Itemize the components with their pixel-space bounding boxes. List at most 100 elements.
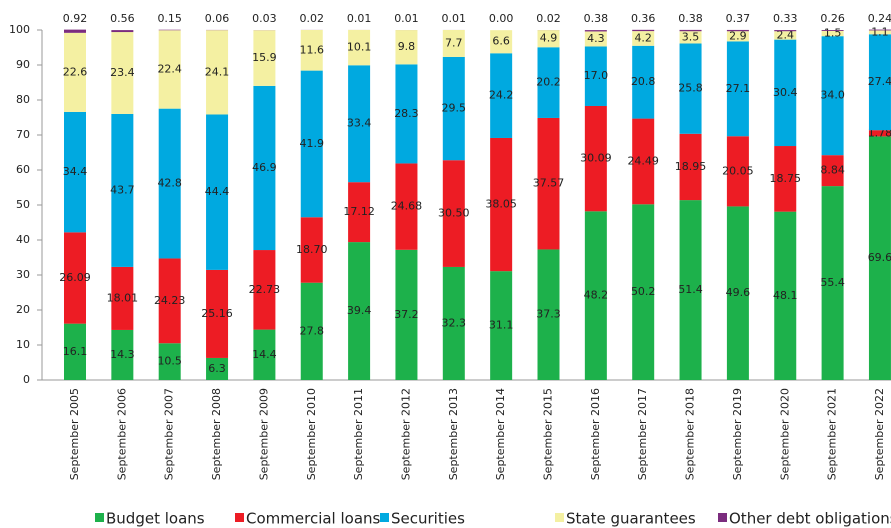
bar-segment [821,30,844,31]
bar-segment [584,211,607,380]
bar-segment [584,31,607,47]
data-label: 6.3 [208,362,226,375]
data-label: 24.1 [205,65,230,78]
bar-segment [868,136,891,380]
bar-segment [395,249,418,380]
data-label: 0.92 [63,12,88,25]
legend-swatch [95,513,104,522]
data-label: 7.7 [445,36,463,49]
y-tick-label: 10 [16,338,30,351]
bar-segment [64,32,86,112]
data-label: 37.3 [536,308,561,321]
data-label: 41.9 [300,137,325,150]
bar-segment [868,34,891,131]
data-label: 37.57 [533,177,565,190]
y-tick-label: 70 [16,128,30,141]
data-label: 20.05 [722,164,754,177]
legend-label: Commercial loans [246,510,381,528]
bar-segment [821,36,844,156]
data-label: 33.4 [347,117,372,130]
data-label: 18.70 [296,243,328,256]
data-label: 27.4 [868,75,891,88]
x-tick-label: September 2021 [826,388,839,480]
bar-segment [868,29,891,31]
data-label: 18.95 [675,160,707,173]
data-label: 24.23 [154,294,186,307]
data-label: 0.01 [442,12,467,25]
data-label: 14.4 [252,348,277,361]
bar-segment [726,136,749,207]
data-label: 1.1 [871,25,889,38]
data-label: 30.50 [438,207,470,220]
legend-label: Budget loans [106,510,205,528]
data-label: 18.01 [107,291,139,304]
x-tick-label: September 2019 [731,388,744,480]
data-label: 55.4 [820,276,845,289]
data-label: 16.1 [63,345,88,358]
x-tick-label: September 2008 [210,388,223,480]
bar-segment [300,30,323,71]
data-label: 0.01 [394,12,419,25]
data-label: 0.26 [820,12,845,25]
bar-segment [774,39,797,147]
data-label: 0.02 [300,12,325,25]
bar-segment [537,117,560,250]
y-tick-label: 60 [16,163,30,176]
data-label: 37.2 [394,308,419,321]
data-label: 10.1 [347,41,372,54]
bar-segment [111,266,134,330]
bar-segment [774,211,797,380]
legend-swatch [718,513,727,522]
y-tick-label: 80 [16,93,30,106]
bar-segment [253,85,276,251]
x-tick-label: September 2005 [68,388,81,480]
data-label: 15.9 [252,51,277,64]
data-label: 38.05 [485,198,517,211]
data-label: 27.1 [726,82,751,95]
bar-segment [442,266,465,380]
x-tick-label: September 2011 [352,388,365,480]
data-label: 0.03 [252,12,277,25]
x-tick-label: September 2012 [399,388,412,480]
data-label: 20.2 [536,76,561,89]
bar-segment [490,30,513,54]
legend-label: Securities [391,510,465,528]
bar-segment [774,30,797,32]
data-label: 29.5 [442,102,467,115]
bar-segment [348,29,371,66]
data-label: 39.4 [347,304,372,317]
bar-segment [111,30,134,33]
data-label: 0.02 [536,12,561,25]
bar-segment [679,31,702,44]
data-label: 17.0 [584,69,609,82]
data-label: 2.4 [777,28,795,41]
data-label: 49.6 [726,286,751,299]
data-label: 32.3 [442,316,467,329]
bar-segment [253,250,276,330]
bar-segment [348,65,371,183]
data-label: 0.37 [726,12,751,25]
y-tick-label: 40 [16,233,30,246]
legend-label: State guarantees [566,510,696,528]
bar-segment [726,29,749,32]
bar-segment [64,111,86,233]
y-tick-label: 0 [23,373,30,386]
x-tick-label: September 2020 [778,388,791,480]
bar-segment [632,29,655,32]
data-label: 43.7 [110,183,135,196]
bar-segment [679,29,702,32]
data-label: 20.8 [631,75,656,88]
data-label: 48.1 [773,289,798,302]
bar-segment [584,46,607,106]
data-label: 22.73 [249,283,281,296]
data-label: 34.0 [820,89,845,102]
bar-segment [395,64,418,164]
legend-label: Other debt obligations [729,510,891,528]
data-label: 0.24 [868,12,891,25]
bar-segment [442,56,465,161]
bar-segment [632,118,655,205]
bar-segment [774,31,797,40]
data-label: 42.8 [157,177,182,190]
bar-segment [490,137,513,272]
x-tick-label: September 2009 [257,388,270,480]
